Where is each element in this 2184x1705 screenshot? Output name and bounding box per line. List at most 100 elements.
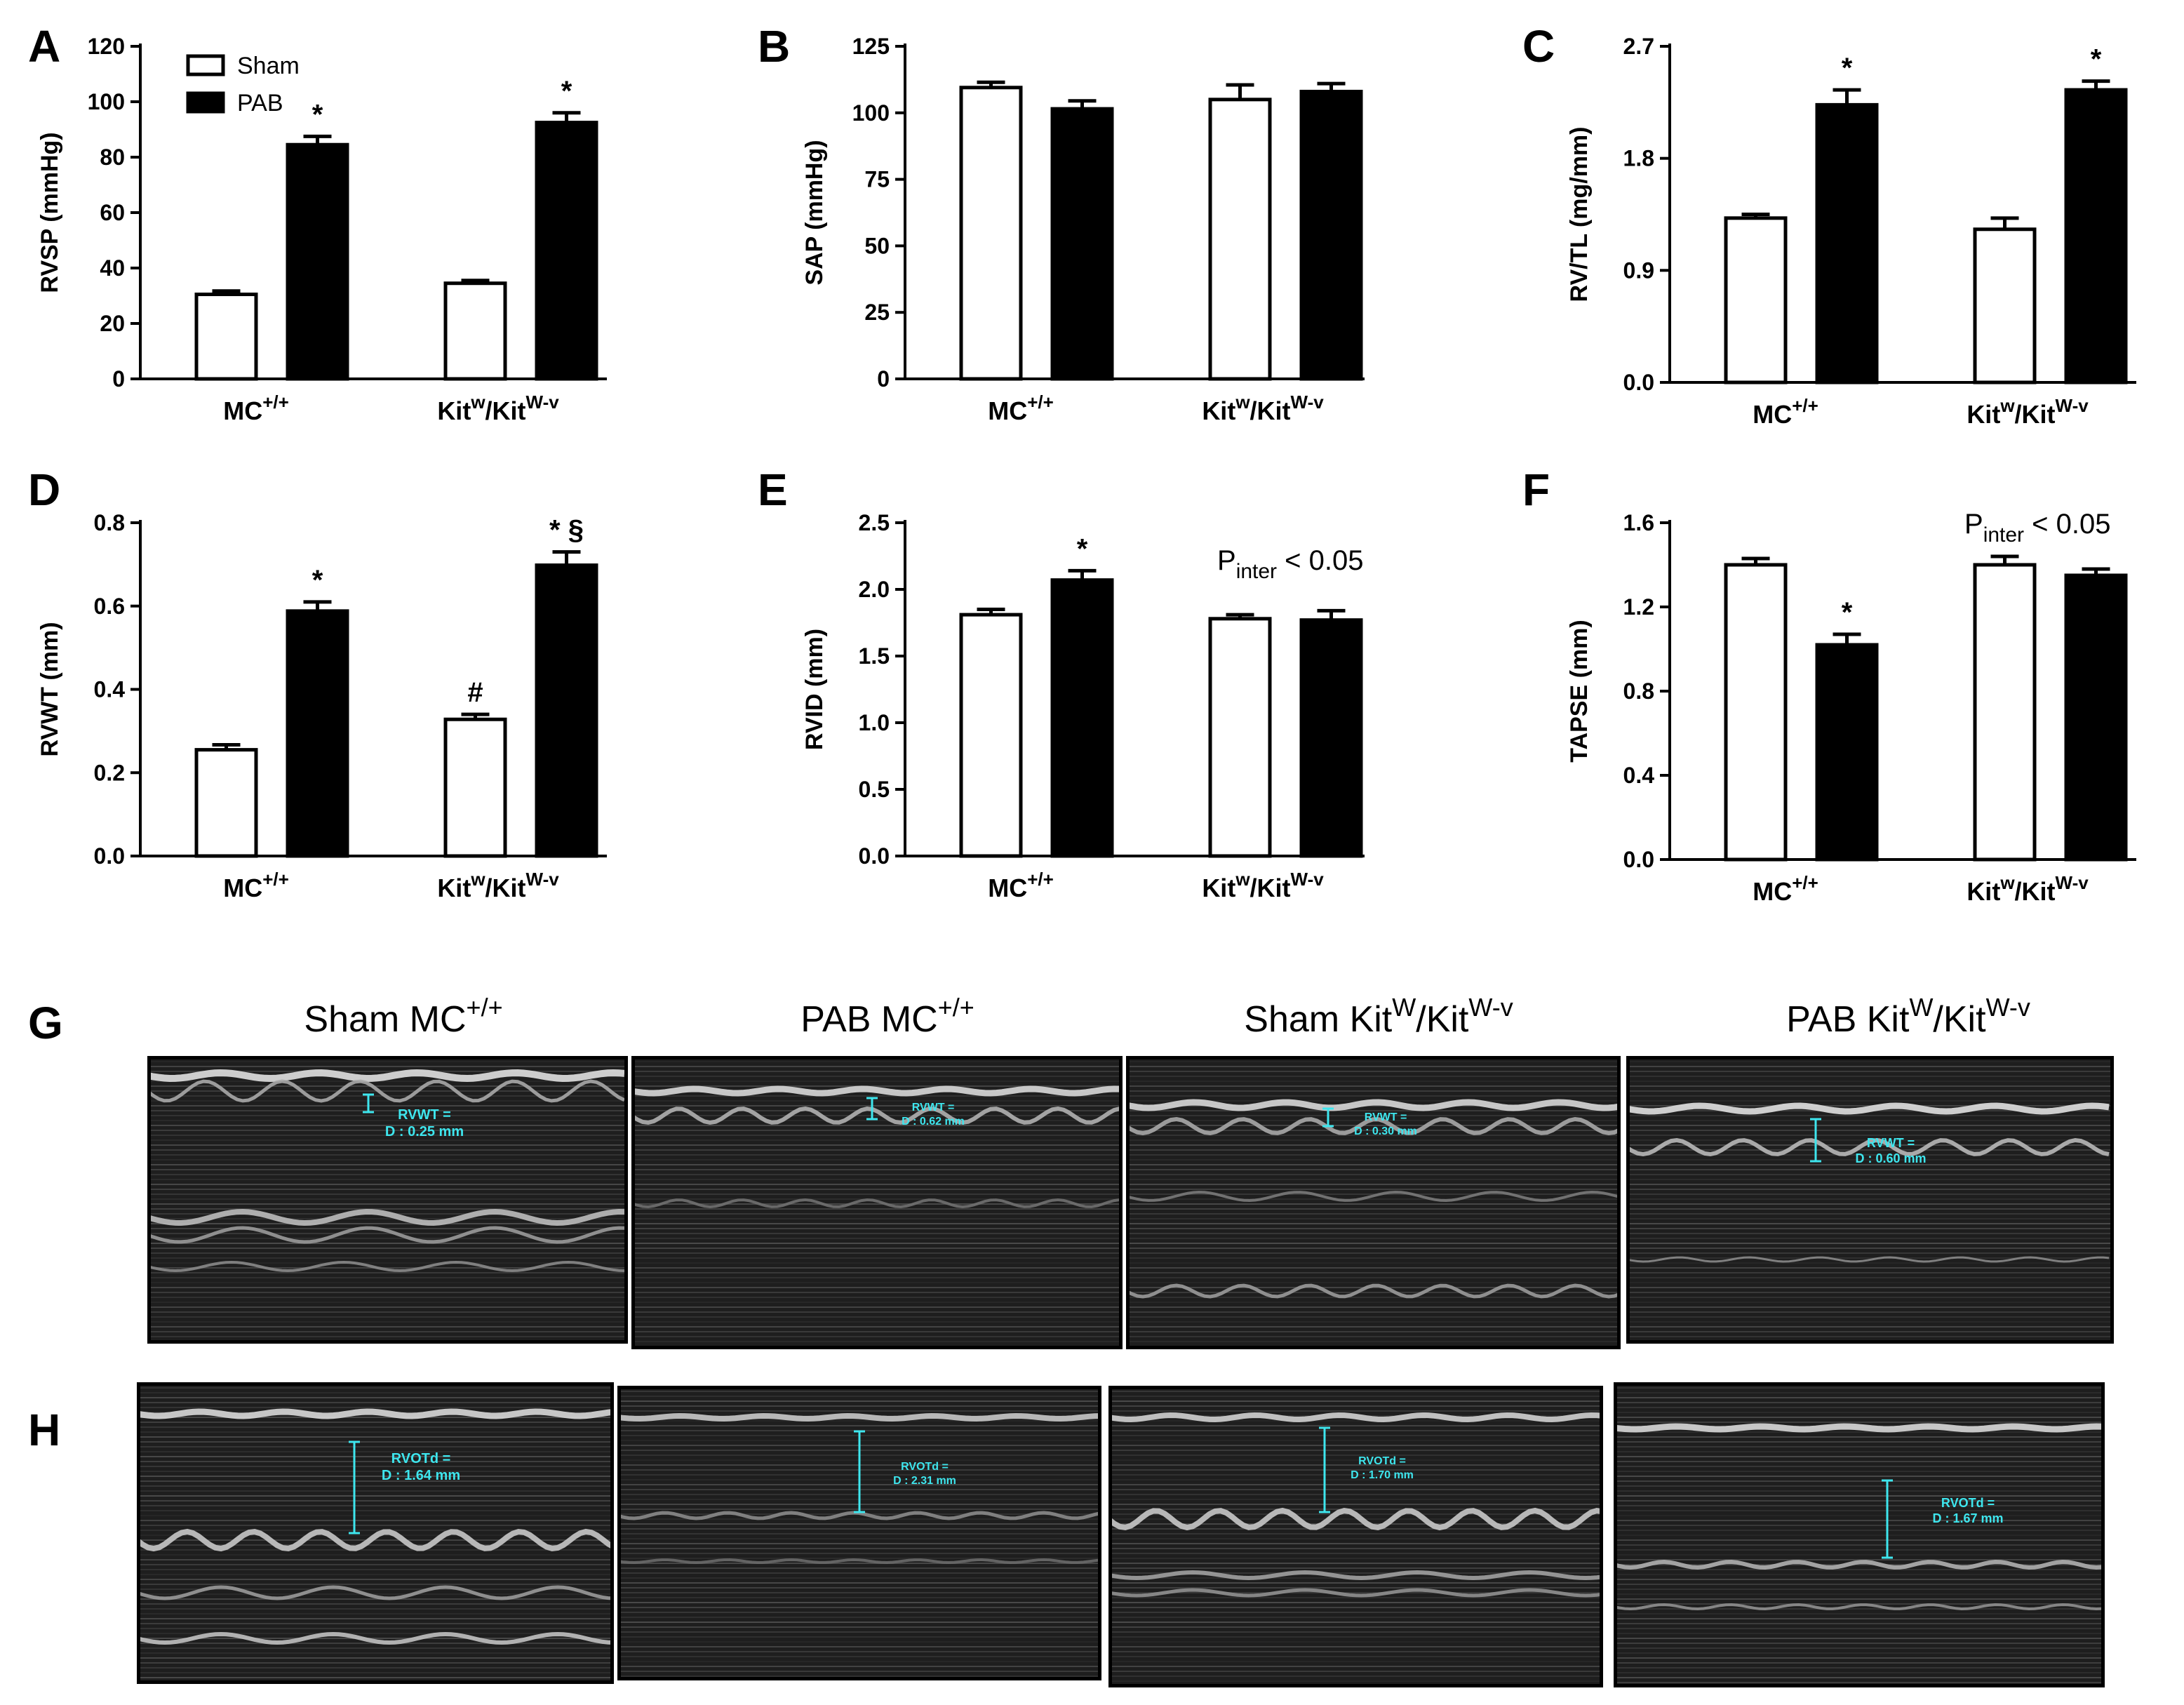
category-text: Kit [1967, 877, 2000, 906]
echo-wall-band [635, 1198, 1119, 1209]
echo-wall-band [1130, 1190, 1617, 1203]
x-category-label: MC+/+ [988, 392, 1054, 425]
y-axis-label-text: TAPSE (mm) [1566, 620, 1593, 762]
interaction-p-value: Pinter < 0.05 [1217, 545, 1363, 583]
measurement-value-text: D : 1.67 mm [1932, 1511, 2003, 1525]
y-tick-label: 100 [852, 100, 890, 126]
y-tick-label-text: 2.7 [1623, 34, 1654, 59]
category-text: /Kit [1250, 874, 1291, 902]
category-sup: +/+ [1027, 392, 1054, 413]
echo-title-text: Sham Kit [1244, 999, 1393, 1040]
echo-content [1617, 1387, 2101, 1683]
y-tick-label: 2.7 [1623, 34, 1654, 59]
p-text: < 0.05 [2024, 509, 2110, 540]
category-sup: w [470, 392, 485, 413]
y-tick-label: 75 [864, 167, 890, 192]
measurement-value-text: D : 1.64 mm [382, 1468, 460, 1483]
category-text: MC [1753, 400, 1792, 429]
x-category-label: Kitw/KitW-v [1967, 872, 2089, 906]
y-tick-label: 1.6 [1623, 510, 1654, 535]
y-tick-label: 20 [100, 311, 125, 336]
bar-pab-1 [2064, 88, 2128, 385]
measurement-label-text: RVWT = [398, 1107, 451, 1123]
y-tick-label-text: 1.2 [1623, 594, 1654, 620]
echo-title-sup: W [1392, 993, 1416, 1022]
significance-mark-text: * [2091, 44, 2102, 75]
measurement-label: RVWT = [398, 1107, 451, 1123]
panel-letter-text: E [758, 464, 788, 515]
y-axis-label: RVID (mm) [801, 629, 828, 750]
measurement-label: RVWT = [1867, 1136, 1915, 1150]
y-tick-label: 0.4 [94, 677, 126, 702]
y-tick-label: 0 [112, 366, 125, 392]
y-tick-label: 120 [88, 34, 125, 59]
echo-image: RVWT = D : 0.30 mm [1126, 1056, 1621, 1349]
category-sup: +/+ [1792, 395, 1818, 416]
bar-sham-1 [1208, 98, 1272, 381]
panel-letter: G [28, 998, 63, 1048]
echo-title: Sham KitW/KitW-v [1244, 993, 1513, 1040]
category-text: /Kit [485, 396, 526, 425]
category-sup: W-v [2056, 872, 2089, 893]
y-tick-label-text: 0.0 [1623, 370, 1654, 395]
category-sup: +/+ [262, 392, 289, 413]
significance-mark: * [312, 99, 323, 130]
measurement-label-text: RVOTd = [391, 1451, 451, 1466]
echo-wall-band [1617, 1603, 2101, 1611]
bar-sham-1 [1973, 563, 2037, 862]
y-axis-label: TAPSE (mm) [1566, 620, 1593, 762]
category-text: /Kit [485, 874, 526, 902]
echo-image: RVOTd = D : 1.64 mm [137, 1382, 614, 1684]
echo-wall-band [1130, 1283, 1617, 1299]
category-text: MC [988, 396, 1027, 425]
bar-pab-1 [2064, 573, 2128, 862]
category-sup: +/+ [1792, 872, 1818, 893]
y-tick-label-text: 0.0 [1623, 847, 1654, 872]
y-axis-label: RVWT (mm) [36, 622, 63, 756]
measurement-label: RVWT = [1365, 1111, 1407, 1123]
y-tick-label-text: 40 [100, 255, 125, 281]
echo-wall-band [1112, 1570, 1600, 1581]
echo-title-text: PAB MC [800, 999, 938, 1040]
echo-content [1130, 1061, 1617, 1342]
y-tick-label-text: 0.0 [94, 843, 125, 869]
echo-wall-band [635, 1106, 1119, 1125]
category-text: /Kit [1250, 396, 1291, 425]
measurement-label-text: RVWT = [1867, 1136, 1915, 1150]
measurement-value: D : 0.62 mm [902, 1116, 965, 1128]
bar-pab-1 [1299, 89, 1363, 381]
chart-panel-A: A 0 20 40 60 80 100 120 RVSP (mmHg) * * MC+/+ Kitw/K… [28, 21, 607, 425]
y-tick-label-text: 0.8 [1623, 678, 1654, 704]
panel-letter-text: H [28, 1405, 60, 1455]
significance-mark-text: * [561, 76, 572, 107]
echo-wall-band [1630, 1256, 2110, 1263]
echo-wall-band [151, 1208, 624, 1226]
y-tick-label: 0.4 [1623, 763, 1655, 788]
y-tick-label-text: 0.0 [859, 843, 890, 869]
significance-mark: * [1842, 53, 1853, 83]
x-category-label: Kitw/KitW-v [1967, 395, 2089, 429]
echo-image: RVWT =D : 0.60 mm [1626, 1056, 2114, 1344]
y-tick-label-text: 75 [864, 167, 890, 192]
chart-panel-B: B 0 25 50 75 100 125 SAP (mmHg) MC+/+ Kitw/KitW-v [758, 21, 1365, 425]
y-tick-label: 0 [877, 366, 890, 392]
panel-letter: H [28, 1405, 60, 1455]
bar-sham-0 [1724, 216, 1788, 385]
chart-panel-C: C 0.0 0.9 1.8 2.7 RV/TL (mg/mm) * * MC+/+ Kitw/Ki… [1522, 21, 2136, 429]
y-tick-label-text: 1.0 [859, 710, 890, 735]
echo-wall-band [1130, 1099, 1617, 1111]
y-axis-label-text: RVID (mm) [801, 629, 828, 750]
echo-wall-band [151, 1226, 624, 1244]
panel-letter-text: G [28, 998, 63, 1048]
y-tick-label: 0.9 [1623, 258, 1654, 283]
bar-pab-1 [1299, 618, 1363, 858]
category-text: MC [223, 874, 262, 902]
echo-image: RVOTd = D : 2.31 mm [617, 1386, 1101, 1680]
y-tick-label-text: 0.4 [94, 677, 126, 702]
bar-pab-0 [286, 609, 349, 858]
panel-letter: C [1522, 21, 1555, 72]
category-sup: w [1235, 869, 1250, 890]
x-category-label: Kitw/KitW-v [437, 392, 559, 425]
y-tick-label-text: 2.5 [859, 510, 890, 535]
